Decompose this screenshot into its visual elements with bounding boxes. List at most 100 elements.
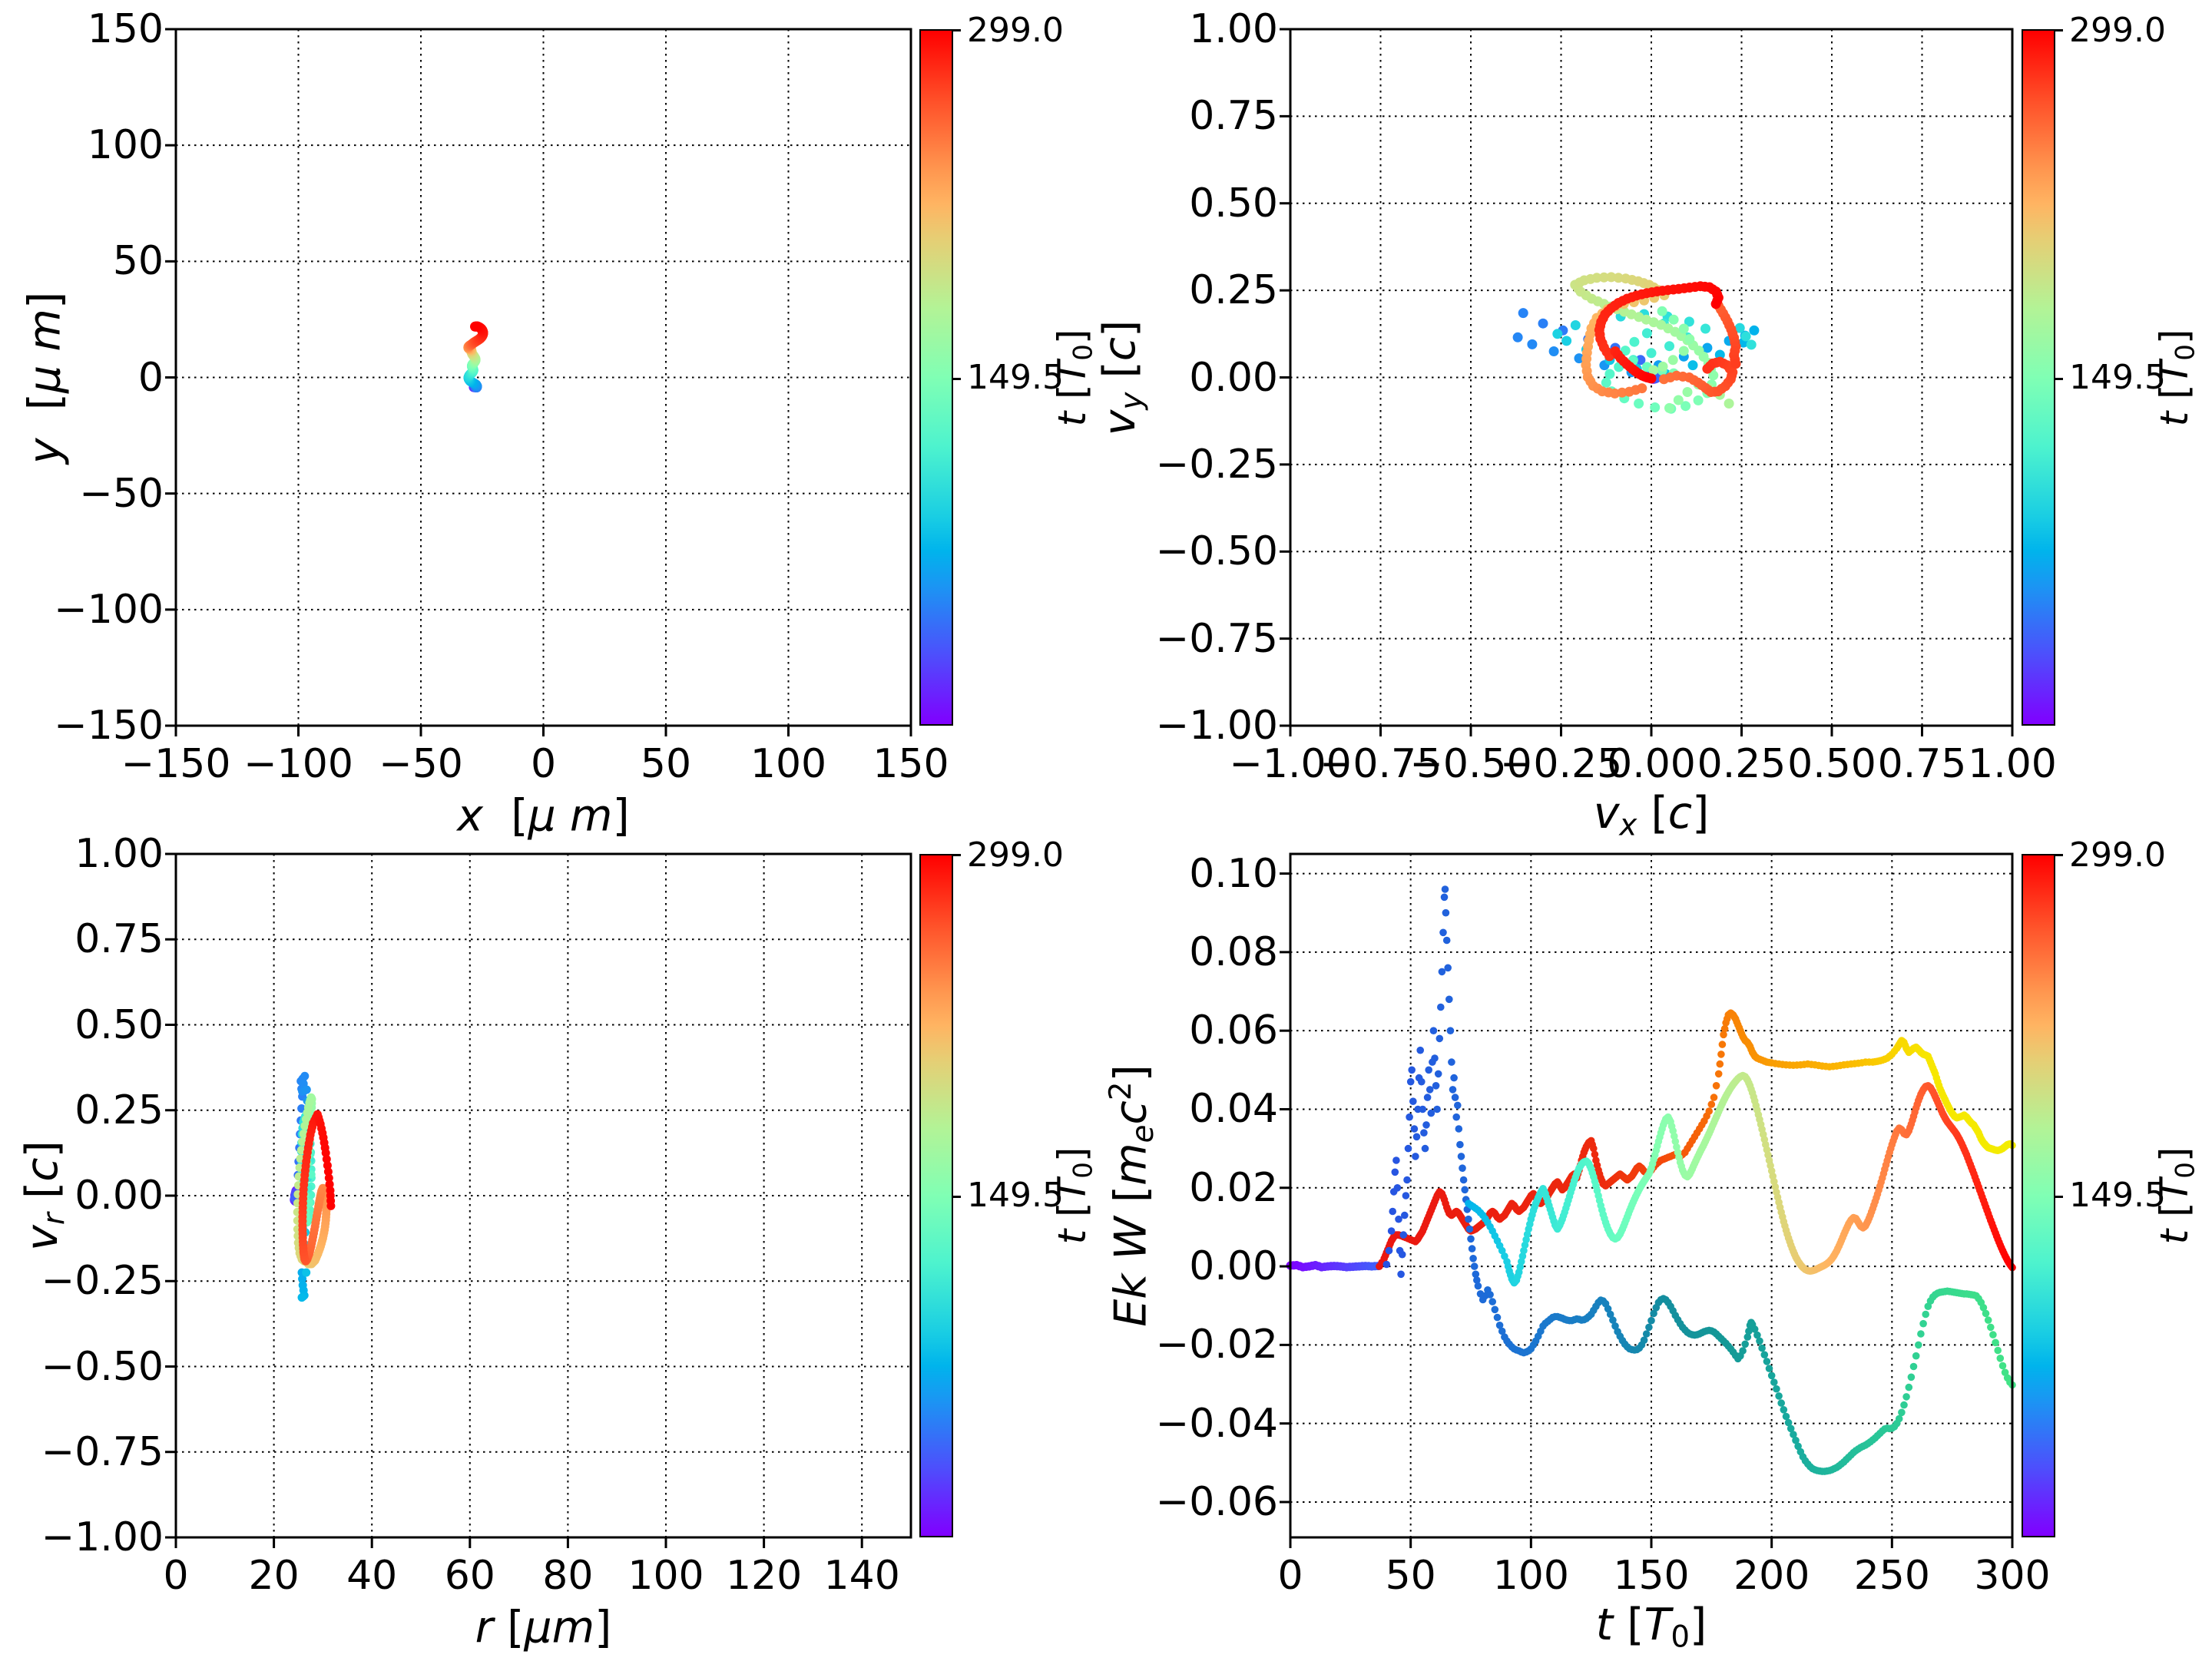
data-point	[1673, 395, 1684, 405]
data-point	[1395, 1215, 1402, 1223]
data-point	[1684, 334, 1695, 345]
data-point	[1710, 1094, 1718, 1101]
data-point	[1749, 325, 1760, 336]
data-point	[1574, 353, 1584, 364]
data-point	[1678, 323, 1689, 334]
data-point	[1900, 1401, 1908, 1409]
data-point	[1790, 1431, 1797, 1438]
data-point	[1681, 401, 1691, 412]
data-point	[1902, 1393, 1910, 1401]
y-tick-label: 0.08	[1189, 928, 1278, 975]
data-point	[1421, 1144, 1429, 1153]
data-point	[1456, 1140, 1464, 1149]
data-point	[1667, 355, 1678, 366]
data-point	[1760, 1351, 1769, 1358]
y-tick-label: 0.04	[1189, 1086, 1278, 1133]
x-axis-label: t [T0]	[1595, 1599, 1707, 1655]
data-point	[1765, 1365, 1773, 1372]
y-tick-label: −0.50	[41, 1343, 164, 1390]
colorbar-tick	[953, 854, 961, 856]
data-point	[304, 1199, 313, 1208]
colorbar-tick	[2055, 29, 2063, 31]
data-point	[1989, 1331, 1997, 1338]
x-tick-label: 50	[1385, 1553, 1436, 1599]
data-point	[1512, 332, 1523, 342]
data-point	[1606, 272, 1617, 283]
data-point	[1987, 1323, 1995, 1332]
data-point	[1922, 1310, 1929, 1319]
data-point	[303, 1108, 312, 1117]
data-point	[1792, 1436, 1800, 1444]
y-tick-label: 0.75	[75, 916, 164, 963]
x-tick-label: 1.00	[1968, 741, 2057, 787]
y-tick-label: 50	[112, 238, 164, 285]
y-tick-label: −150	[54, 703, 164, 749]
y-tick-label: 0.50	[75, 1001, 164, 1048]
x-axis-label: vx [c]	[1593, 787, 1710, 843]
data-point	[1739, 1347, 1747, 1355]
x-tick-label: 0	[530, 741, 557, 787]
data-point	[1650, 1309, 1657, 1318]
data-point	[1604, 369, 1615, 379]
data-point	[1912, 1352, 1920, 1360]
y-tick-label: 1.00	[75, 831, 164, 877]
data-point	[1392, 1156, 1400, 1164]
x-tick-label: −1.00	[1229, 741, 1352, 787]
data-point	[300, 1121, 310, 1130]
x-tick-label: 0.25	[1697, 741, 1786, 787]
data-point	[1620, 346, 1631, 356]
data-point	[1917, 1330, 1925, 1338]
data-point	[1403, 1176, 1411, 1184]
data-point	[1720, 1024, 1729, 1033]
x-tick-label: 0.75	[1877, 741, 1967, 787]
y-tick-label: −0.25	[1155, 441, 1278, 488]
data-point	[1429, 1027, 1438, 1034]
x-tick-label: 0.50	[1787, 741, 1876, 787]
data-point	[1637, 383, 1647, 394]
data-point	[1491, 1305, 1499, 1314]
data-point	[1591, 273, 1602, 283]
data-point	[1404, 1144, 1412, 1153]
data-point	[323, 1161, 332, 1170]
data-point	[1486, 1291, 1494, 1299]
data-point	[1634, 399, 1644, 409]
data-point	[1606, 1310, 1614, 1319]
data-point	[1423, 1094, 1432, 1101]
data-point	[1426, 1086, 1434, 1094]
colorbar-axis-label: t [T0]	[1049, 1147, 1099, 1245]
x-tick-label: −0.25	[1499, 741, 1623, 787]
data-point	[1402, 1192, 1410, 1199]
y-tick-label: 0.25	[1189, 267, 1278, 314]
colorbar	[2022, 854, 2055, 1537]
data-point	[1702, 342, 1713, 353]
colorbar-axis-label: t [T0]	[2151, 329, 2201, 426]
y-tick-label: −0.04	[1155, 1400, 1278, 1447]
data-point	[1718, 1041, 1727, 1048]
data-point	[1442, 908, 1450, 917]
data-point	[1469, 1255, 1477, 1262]
x-tick-label: −0.75	[1319, 741, 1442, 787]
data-point	[324, 1173, 333, 1183]
data-point	[1382, 1260, 1391, 1269]
data-point	[1495, 1322, 1504, 1329]
data-point	[1743, 1333, 1752, 1341]
data-point	[1668, 314, 1679, 325]
data-point	[1445, 995, 1453, 1004]
data-point	[1452, 1113, 1460, 1121]
data-point	[1979, 1304, 1988, 1312]
data-point	[1635, 355, 1646, 366]
data-point	[1468, 1245, 1476, 1252]
colorbar-axis-label: t [T0]	[1049, 329, 1099, 426]
data-point	[1746, 339, 1757, 350]
x-tick-label: −0.50	[1409, 741, 1532, 787]
data-point	[1425, 1066, 1432, 1074]
data-point	[1459, 1176, 1468, 1184]
x-tick-label: −150	[121, 741, 231, 787]
data-point	[1915, 1341, 1922, 1349]
y-axis-label: Ek W [mec2]	[1104, 1064, 1161, 1327]
data-point	[1520, 1246, 1528, 1255]
data-point	[1647, 1316, 1655, 1325]
data-point	[300, 1071, 310, 1080]
data-point	[1437, 1003, 1445, 1011]
data-point	[1406, 1077, 1415, 1086]
